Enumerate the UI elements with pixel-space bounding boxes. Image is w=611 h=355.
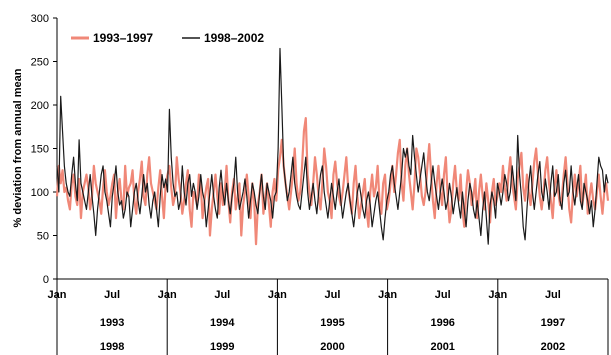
axes bbox=[53, 17, 609, 355]
x-tick-label-jul: Jul bbox=[325, 289, 341, 301]
x-year-label-top: 1995 bbox=[320, 317, 344, 329]
legend: 1993–1997 1998–2002 bbox=[71, 31, 264, 45]
x-tick-label-jan: Jan bbox=[48, 289, 67, 301]
y-tick-label: 300 bbox=[31, 13, 49, 25]
legend-label-1: 1993–1997 bbox=[93, 31, 153, 45]
y-tick-label: 150 bbox=[31, 144, 49, 156]
x-year-label-bottom: 1999 bbox=[210, 341, 234, 353]
x-year-label-top: 1994 bbox=[210, 317, 235, 329]
y-tick-label: 250 bbox=[31, 57, 49, 69]
legend-label-2: 1998–2002 bbox=[204, 31, 264, 45]
x-year-label-bottom: 2000 bbox=[320, 341, 344, 353]
x-tick-label-jan: Jan bbox=[158, 289, 177, 301]
x-tick-label-jul: Jul bbox=[545, 289, 561, 301]
x-year-label-top: 1996 bbox=[430, 317, 454, 329]
series-line-2 bbox=[56, 47, 609, 245]
y-axis-title: % deviation from annual mean bbox=[12, 68, 24, 227]
y-tick-label: 100 bbox=[31, 187, 49, 199]
y-tick-label: 0 bbox=[43, 274, 49, 286]
x-tick-label-jul: Jul bbox=[104, 289, 120, 301]
x-tick-label-jul: Jul bbox=[214, 289, 230, 301]
y-tick-label: 50 bbox=[37, 231, 49, 243]
x-year-label-bottom: 2001 bbox=[430, 341, 454, 353]
x-tick-label-jul: Jul bbox=[435, 289, 451, 301]
series-layer bbox=[55, 47, 610, 246]
x-tick-label-jan: Jan bbox=[378, 289, 397, 301]
x-year-label-top: 1997 bbox=[541, 317, 565, 329]
x-year-label-top: 1993 bbox=[100, 317, 124, 329]
x-axis-labels: Jan Jul 1993 1998 Jan Jul 1994 1999 Jan Jul 1995 20… bbox=[48, 289, 566, 353]
x-year-label-bottom: 1998 bbox=[100, 341, 124, 353]
y-tick-label: 200 bbox=[31, 100, 49, 112]
series-line-1 bbox=[55, 116, 610, 246]
y-axis-labels: 0 50 100 150 200 250 300 bbox=[31, 13, 49, 286]
x-year-label-bottom: 2002 bbox=[541, 341, 565, 353]
x-tick-label-jan: Jan bbox=[268, 289, 287, 301]
x-tick-label-jan: Jan bbox=[488, 289, 507, 301]
